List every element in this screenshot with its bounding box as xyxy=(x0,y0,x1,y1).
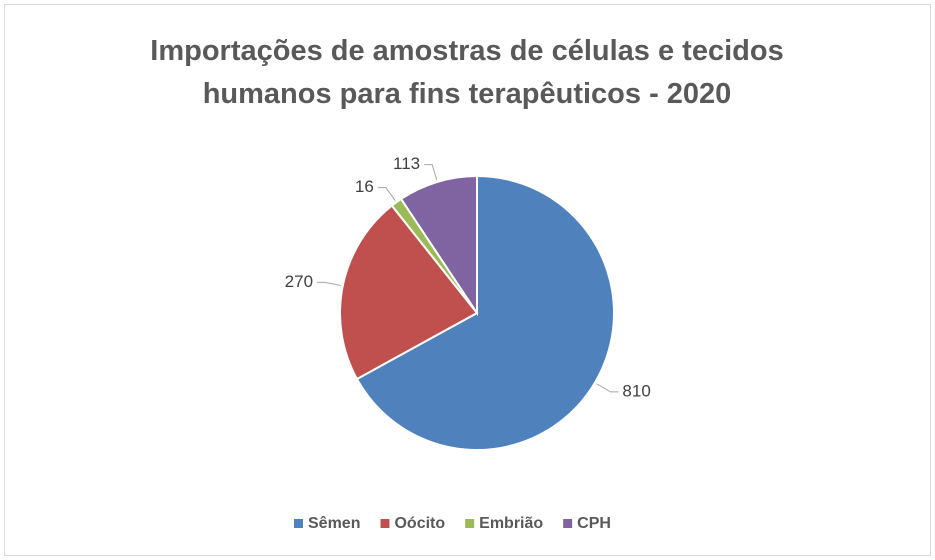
data-label: 113 xyxy=(393,154,420,173)
legend-swatch xyxy=(465,519,475,528)
legend-swatch xyxy=(380,519,390,528)
pie-slice xyxy=(399,174,478,317)
leader-line xyxy=(317,281,341,287)
chart-title: Importações de amostras de células e tec… xyxy=(150,35,784,110)
legend-swatch xyxy=(563,519,573,528)
legend-label: CPH xyxy=(577,515,611,532)
legend-label: Oócito xyxy=(394,515,445,532)
data-label: 270 xyxy=(285,272,313,291)
pie-slice xyxy=(355,174,615,451)
legend-swatch xyxy=(294,519,303,528)
data-label: 16 xyxy=(355,177,374,196)
pie-slice xyxy=(339,204,479,381)
leader-line xyxy=(596,383,619,393)
chart-frame xyxy=(4,4,931,556)
legend-label: Embrião xyxy=(479,515,543,532)
legend-label: Sêmen xyxy=(308,515,360,532)
leader-line xyxy=(377,187,396,201)
data-label: 810 xyxy=(622,381,650,400)
leader-line xyxy=(424,164,438,181)
